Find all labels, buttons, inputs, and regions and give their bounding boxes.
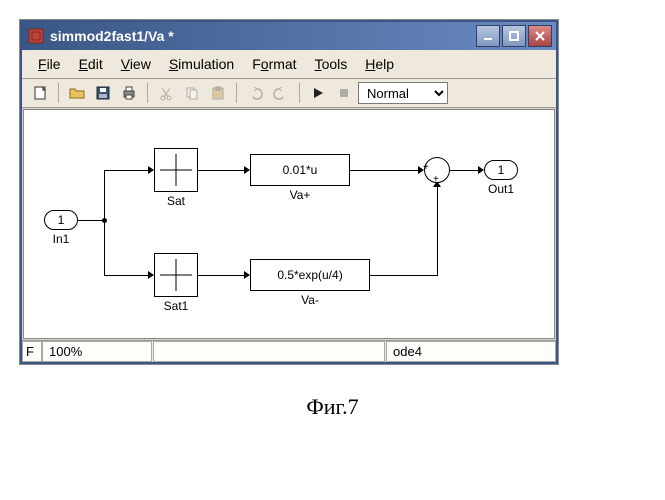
print-icon — [121, 85, 137, 101]
window-title: simmod2fast1/Va * — [50, 28, 174, 44]
outport-block[interactable]: 1 Out1 — [484, 160, 518, 196]
new-file-icon — [32, 85, 48, 101]
play-icon — [311, 86, 325, 100]
run-button[interactable] — [306, 82, 330, 104]
print-button[interactable] — [117, 82, 141, 104]
menu-simulation[interactable]: Simulation — [161, 54, 242, 74]
sum-plus-bottom: + — [433, 175, 439, 185]
fcn-block-bottom[interactable]: 0.5*exp(u/4) Va- — [250, 259, 370, 307]
stop-button — [332, 82, 356, 104]
fcn-top-label: Va+ — [250, 188, 350, 202]
wire — [350, 170, 418, 171]
status-zoom: 100% — [42, 341, 152, 362]
saturation-block-top[interactable]: Sat — [154, 148, 198, 208]
inport-block[interactable]: 1 In1 — [44, 210, 78, 246]
copy-icon — [184, 85, 200, 101]
simulation-mode-select[interactable]: Normal — [358, 82, 448, 104]
status-solver: ode4 — [386, 341, 556, 362]
saturation-top-label: Sat — [154, 194, 198, 208]
undo-icon — [247, 85, 263, 101]
cut-icon — [158, 85, 174, 101]
saturation-bottom-label: Sat1 — [154, 299, 198, 313]
wire — [450, 170, 478, 171]
inport-value: 1 — [58, 213, 65, 227]
outport-label: Out1 — [484, 182, 518, 196]
saturation-icon — [156, 150, 196, 190]
paste-icon — [210, 85, 226, 101]
wire — [198, 170, 244, 171]
cut-button — [154, 82, 178, 104]
stop-icon — [338, 87, 350, 99]
status-marker: F — [22, 341, 42, 362]
status-spacer — [153, 341, 385, 362]
wire — [78, 220, 104, 221]
fcn-top-expr: 0.01*u — [283, 163, 318, 177]
saturation-block-bottom[interactable]: Sat1 — [154, 253, 198, 313]
toolbar: Normal — [22, 79, 556, 108]
close-button[interactable] — [528, 25, 552, 47]
menu-file[interactable]: File — [30, 54, 69, 74]
menubar: File Edit View Simulation Format Tools H… — [22, 50, 556, 79]
redo-button — [269, 82, 293, 104]
wire — [104, 220, 105, 275]
wire — [104, 170, 148, 171]
wire — [370, 275, 437, 276]
wire — [437, 187, 438, 276]
menu-edit[interactable]: Edit — [71, 54, 111, 74]
titlebar[interactable]: simmod2fast1/Va * — [22, 22, 556, 50]
wire — [104, 170, 105, 220]
copy-button — [180, 82, 204, 104]
new-button[interactable] — [28, 82, 52, 104]
redo-icon — [273, 85, 289, 101]
saturation-icon — [156, 255, 196, 295]
menu-view[interactable]: View — [113, 54, 159, 74]
paste-button — [206, 82, 230, 104]
model-canvas[interactable]: 1 In1 Sat — [23, 109, 555, 339]
fcn-bot-label: Va- — [250, 293, 370, 307]
figure-caption: Фиг.7 — [20, 394, 645, 420]
sum-plus-left: + — [423, 163, 429, 173]
menu-format[interactable]: Format — [244, 54, 304, 74]
maximize-button[interactable] — [502, 25, 526, 47]
statusbar: F 100% ode4 — [22, 340, 556, 362]
save-button[interactable] — [91, 82, 115, 104]
open-folder-icon — [69, 85, 85, 101]
outport-value: 1 — [498, 163, 505, 177]
fcn-bot-expr: 0.5*exp(u/4) — [277, 268, 342, 282]
open-button[interactable] — [65, 82, 89, 104]
save-floppy-icon — [95, 85, 111, 101]
menu-help[interactable]: Help — [357, 54, 402, 74]
wire — [104, 275, 148, 276]
minimize-button[interactable] — [476, 25, 500, 47]
wire — [198, 275, 244, 276]
fcn-block-top[interactable]: 0.01*u Va+ — [250, 154, 350, 202]
simulink-icon — [28, 28, 44, 44]
main-window: simmod2fast1/Va * File Edit View Simulat… — [20, 20, 558, 364]
menu-tools[interactable]: Tools — [307, 54, 356, 74]
undo-button — [243, 82, 267, 104]
inport-label: In1 — [44, 232, 78, 246]
